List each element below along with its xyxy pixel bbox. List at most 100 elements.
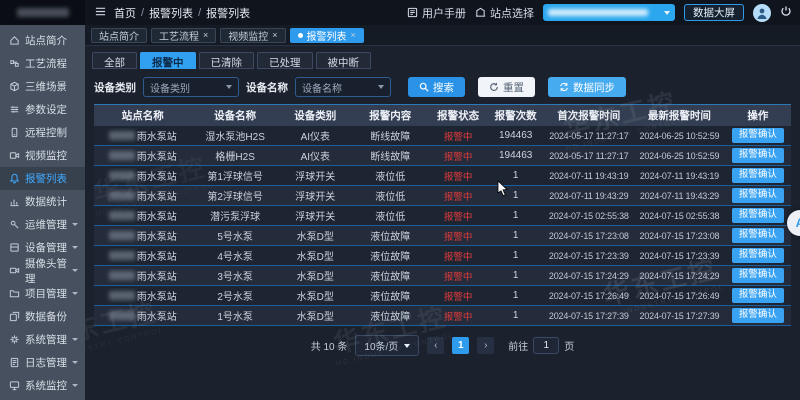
assistant-float-button[interactable]: A [787,210,800,236]
station-name: 雨水泵站 [136,172,177,183]
station-prefix-redacted [108,151,135,160]
sidebar-item-8[interactable]: 数据统计 [0,190,85,213]
breadcrumb-item[interactable]: 首页 [114,7,136,20]
sidebar-item-7[interactable]: 报警列表 [0,167,85,190]
alarm-confirm-button[interactable]: 报警确认 [731,288,784,303]
sidebar-item-14[interactable]: 系统管理 [0,328,85,351]
page-size-select[interactable]: 10条/页 [355,335,420,356]
alarm-confirm-button[interactable]: 报警确认 [731,268,784,283]
parameter-setting-icon [9,104,20,115]
table-row-8: 雨水泵站 3号水泵 水泵D型 液位故障 报警中 1 2024-07-15 17:24:29 2… [94,266,791,286]
sidebar-item-10[interactable]: 设备管理 [0,236,85,259]
close-icon[interactable]: × [203,30,209,40]
latest-alarm-time-cell: 2024-06-25 10:52:59 [639,150,720,161]
page-number-button[interactable]: 1 [452,337,470,354]
data-sync-button[interactable]: 数据同步 [548,77,626,97]
alarm-content-cell: 液位故障 [370,292,411,303]
site-name-redacted [548,9,648,16]
chevron-down-icon [72,384,78,387]
sidebar-item-label: 三维场景 [25,81,67,93]
sidebar-item-2[interactable]: 工艺流程 [0,52,85,75]
sidebar-item-13[interactable]: 数据备份 [0,305,85,328]
device-category-cell: 水泵D型 [296,272,334,283]
device-name-value: 设备名称 [302,83,342,95]
sidebar-item-label: 工艺流程 [25,58,67,70]
alarm-count-cell: 1 [512,230,519,241]
alarm-content-cell: 断线故障 [370,152,411,163]
sidebar-item-12[interactable]: 项目管理 [0,282,85,305]
sidebar-item-15[interactable]: 日志管理 [0,351,85,374]
site-select-dropdown[interactable] [543,4,675,21]
active-dot [297,33,303,38]
avatar[interactable] [753,3,771,22]
next-page-button[interactable]: › [477,337,495,354]
alarm-confirm-button[interactable]: 报警确认 [731,308,784,323]
device-category-cell: 浮球开关 [295,192,336,203]
table-row-6: 雨水泵站 5号水泵 水泵D型 液位故障 报警中 1 2024-07-15 17:23:08 2… [94,226,791,246]
device-category-cell: 水泵D型 [296,252,334,263]
device-management-icon [9,242,20,253]
sidebar-item-5[interactable]: 远程控制 [0,121,85,144]
first-alarm-time-cell: 2024-07-11 19:43:29 [549,190,629,201]
device-name-cell: 格栅H2S [215,152,255,163]
column-header: 设备名称 [214,110,257,122]
device-name-select[interactable]: 设备名称 [295,77,391,97]
status-tab-5[interactable]: 被中断 [315,52,371,69]
sidebar-item-6[interactable]: 视频监控 [0,144,85,167]
logout-power-icon[interactable] [780,4,792,22]
status-tab-4[interactable]: 已处理 [257,52,313,69]
sidebar-item-label: 数据备份 [25,311,67,323]
device-category-select[interactable]: 设备类别 [143,77,239,97]
station-prefix-redacted [108,131,135,140]
alarm-confirm-button[interactable]: 报警确认 [731,128,784,143]
close-icon[interactable]: × [272,30,278,40]
latest-alarm-time-cell: 2024-07-15 17:23:08 [639,230,720,241]
data-screen-button[interactable]: 数据大屏 [684,4,744,21]
first-alarm-time-cell: 2024-05-17 11:27:17 [549,150,629,161]
alarm-confirm-button[interactable]: 报警确认 [731,248,784,263]
first-alarm-time-cell: 2024-05-17 11:27:17 [549,130,629,141]
site-intro-icon [9,35,20,46]
reset-button[interactable]: 重置 [478,77,535,97]
video-monitor-icon [9,150,20,161]
device-name-cell: 湿水泵池H2S [205,132,265,143]
sidebar-menu: 站点简介工艺流程三维场景参数设定 远程控制 视频监控 报警列表 数据统计 运维管理 设备管理… [0,25,85,400]
page-tab-1[interactable]: 站点简介 [91,28,147,43]
alarm-count-cell: 194463 [498,150,533,161]
search-button[interactable]: 搜索 [408,77,465,97]
sidebar-item-4[interactable]: 参数设定 [0,98,85,121]
station-name: 雨水泵站 [136,232,177,243]
alarm-confirm-button[interactable]: 报警确认 [731,228,784,243]
close-icon[interactable]: × [350,30,356,40]
sidebar-item-11[interactable]: 摄像头管理 [0,258,85,285]
device-category-cell: 水泵D型 [296,232,334,243]
user-manual-link[interactable]: 用户手册 [407,5,466,21]
alarm-confirm-button[interactable]: 报警确认 [731,188,784,203]
alarm-confirm-button[interactable]: 报警确认 [731,148,784,163]
alarm-status-cell: 报警中 [443,131,473,143]
page-tab-2[interactable]: 工艺流程 × [151,28,217,43]
status-tab-1[interactable]: 全部 [92,52,137,69]
sidebar-item-9[interactable]: 运维管理 [0,213,85,236]
page-tab-3[interactable]: 视频监控 × [220,28,286,43]
prev-page-button[interactable]: ‹ [427,337,445,354]
station-cell: 雨水泵站 [94,168,192,183]
first-alarm-time-cell: 2024-07-11 19:43:19 [549,170,629,181]
alarm-confirm-button[interactable]: 报警确认 [731,168,784,183]
alarm-count-cell: 1 [512,210,519,221]
breadcrumb-item[interactable]: 报警列表 [206,7,251,20]
user-manual-label: 用户手册 [422,7,466,20]
breadcrumb-item[interactable]: 报警列表 [149,7,194,20]
sidebar-collapse-icon[interactable] [95,6,106,20]
page-tab-4[interactable]: 报警列表 × [289,28,364,43]
goto-page-input[interactable] [533,337,560,354]
sidebar-item-3[interactable]: 三维场景 [0,75,85,98]
device-category-value: 设备类别 [150,83,190,95]
status-tab-2[interactable]: 报警中 [140,52,196,69]
sidebar-item-1[interactable]: 站点简介 [0,29,85,52]
alarm-confirm-button[interactable]: 报警确认 [731,208,784,223]
device-name-cell: 4号水泵 [217,252,253,263]
action-cell: 报警确认 [725,148,791,163]
status-tab-3[interactable]: 已清除 [198,52,254,69]
sidebar-item-16[interactable]: 系统监控 [0,374,85,397]
